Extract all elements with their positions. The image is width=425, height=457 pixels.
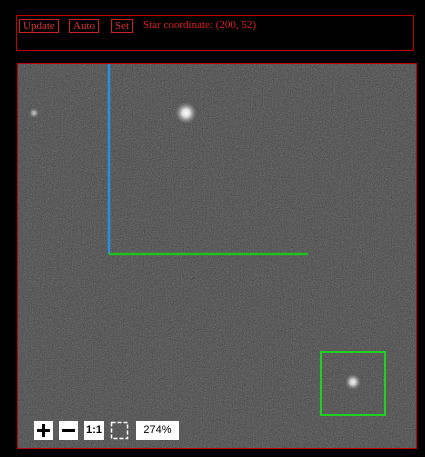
reset-zoom[interactable]: 1:1 [84,421,104,440]
control-panel: Update Auto Set Star coordinate: (200, 5… [16,15,414,51]
update-button[interactable]: Update [19,19,59,33]
star [345,374,361,390]
app: {"toolbar": {"buttons": ["Update", "Auto… [0,0,425,457]
star [29,108,39,118]
fit-icon [110,421,129,440]
fit-view[interactable] [110,421,129,440]
zoom-out[interactable] [59,421,78,440]
image-viewer: 1:1 274% [17,63,417,449]
minus-icon [59,421,78,440]
zoom-in[interactable] [34,421,53,440]
set-button[interactable]: Set [111,19,133,33]
star [175,102,197,124]
auto-button[interactable]: Auto [69,19,99,33]
noise [18,64,416,448]
star-image [18,64,416,448]
plus-icon [34,421,53,440]
star-coordinate: Star coordinate: (200, 52) [143,19,256,32]
zoom-level: 274% [136,421,179,440]
